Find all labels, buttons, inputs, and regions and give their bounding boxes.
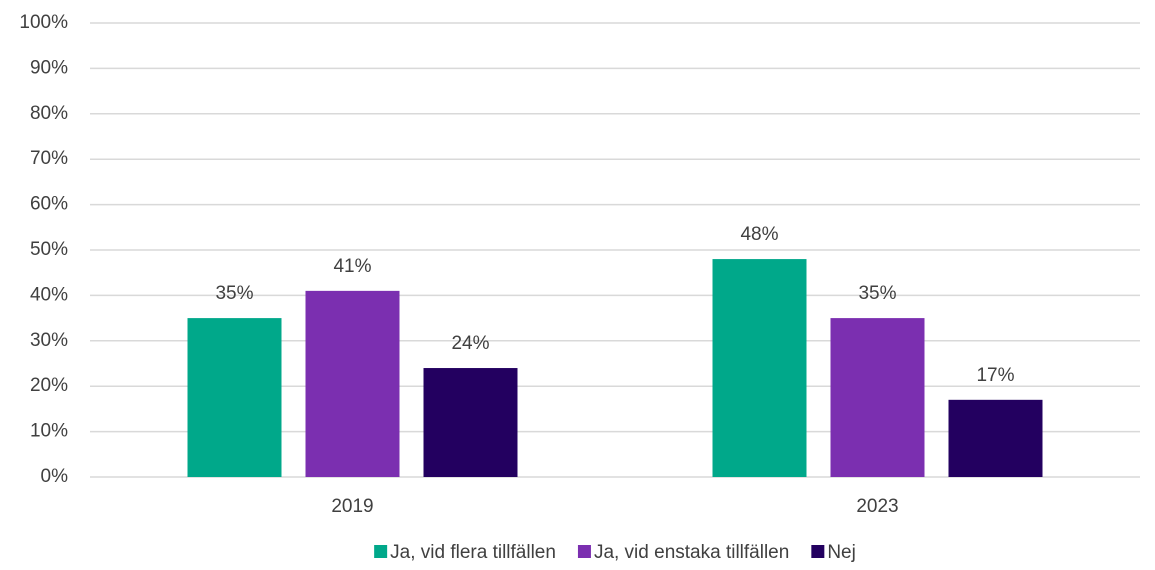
y-tick-label: 0% [41,466,69,487]
bar [423,368,518,477]
bar [712,259,807,477]
y-tick-label: 90% [30,57,68,78]
y-tick-label: 80% [30,103,68,124]
bar [187,318,282,477]
y-tick-label: 40% [30,284,68,305]
bar [948,399,1043,477]
y-tick-label: 100% [19,12,68,33]
data-label: 17% [976,365,1014,386]
x-tick-label: 2023 [856,496,898,517]
data-label: 41% [333,256,371,277]
y-tick-label: 50% [30,239,68,260]
data-label: 24% [451,333,489,354]
bar [305,290,400,477]
y-tick-label: 30% [30,330,68,351]
y-tick-label: 20% [30,375,68,396]
legend-swatch [811,545,825,558]
legend-label: Ja, vid flera tillfällen [390,542,556,563]
y-tick-label: 60% [30,194,68,215]
legend-label: Nej [827,542,856,563]
x-tick-label: 2019 [331,496,373,517]
data-label: 35% [858,283,896,304]
data-label: 35% [215,283,253,304]
legend-label: Ja, vid enstaka tillfällen [594,542,789,563]
legend-swatch [577,545,591,558]
data-label: 48% [740,224,778,245]
legend-swatch [374,545,388,558]
y-tick-label: 70% [30,148,68,169]
bar [830,318,925,477]
y-tick-label: 10% [30,421,68,442]
